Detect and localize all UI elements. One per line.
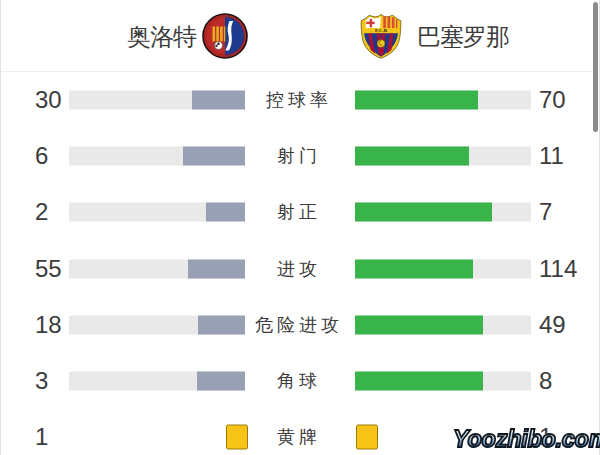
- svg-text:F.C.B: F.C.B: [375, 28, 388, 33]
